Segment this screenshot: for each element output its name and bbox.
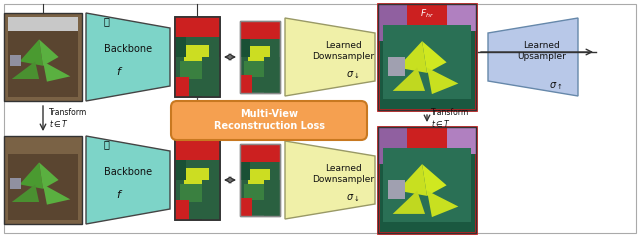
Polygon shape <box>12 184 39 202</box>
Bar <box>175 140 220 220</box>
Bar <box>383 148 471 222</box>
Bar <box>248 46 270 68</box>
Bar <box>240 21 280 93</box>
Text: $f$: $f$ <box>116 188 124 200</box>
Bar <box>179 184 202 202</box>
Bar <box>244 61 264 77</box>
Bar <box>240 21 280 39</box>
Bar <box>240 162 250 180</box>
Text: $f$: $f$ <box>116 65 124 77</box>
Bar <box>378 4 476 110</box>
Polygon shape <box>422 41 447 73</box>
Bar <box>202 180 220 220</box>
Polygon shape <box>39 39 59 66</box>
Bar <box>175 160 186 180</box>
Bar <box>175 200 189 220</box>
Bar <box>184 168 209 192</box>
Polygon shape <box>12 61 39 79</box>
Bar <box>378 4 476 110</box>
Bar <box>240 39 250 57</box>
Bar <box>175 77 189 97</box>
Bar <box>175 140 220 160</box>
Bar <box>383 25 471 99</box>
Polygon shape <box>397 41 427 73</box>
Text: Multi-View
Reconstruction Loss: Multi-View Reconstruction Loss <box>214 109 324 131</box>
Bar <box>264 57 280 93</box>
Polygon shape <box>39 162 59 189</box>
Polygon shape <box>422 164 447 196</box>
Text: $\sigma_{\downarrow}$: $\sigma_{\downarrow}$ <box>346 69 360 81</box>
Polygon shape <box>86 136 170 224</box>
Polygon shape <box>20 39 43 66</box>
Bar <box>175 37 186 57</box>
Bar <box>264 180 280 216</box>
Bar <box>240 198 252 216</box>
Text: Transform
$t \in T$: Transform $t \in T$ <box>49 108 87 129</box>
Bar <box>378 127 408 164</box>
Bar <box>8 17 78 31</box>
Bar <box>175 140 220 220</box>
Bar <box>175 17 220 37</box>
Bar <box>378 4 476 25</box>
Text: 🔒: 🔒 <box>103 16 109 26</box>
Polygon shape <box>285 141 375 219</box>
Polygon shape <box>397 164 427 196</box>
Bar <box>378 4 408 41</box>
Bar <box>240 75 252 93</box>
Bar <box>447 127 476 154</box>
Bar <box>175 17 220 97</box>
Polygon shape <box>86 13 170 101</box>
Bar <box>202 57 220 97</box>
Bar <box>447 4 476 31</box>
Polygon shape <box>393 68 425 91</box>
Text: $F_{hr}$: $F_{hr}$ <box>420 8 434 20</box>
Bar <box>4 13 82 101</box>
Bar <box>175 17 220 97</box>
Polygon shape <box>427 191 458 217</box>
Polygon shape <box>427 68 458 94</box>
FancyBboxPatch shape <box>171 101 367 140</box>
Polygon shape <box>43 184 70 205</box>
Text: $\sigma_{\uparrow}$: $\sigma_{\uparrow}$ <box>549 80 563 92</box>
Polygon shape <box>393 191 425 214</box>
Bar <box>240 144 280 162</box>
Bar <box>10 55 21 66</box>
Bar <box>388 57 406 76</box>
Bar <box>179 61 202 79</box>
Bar <box>184 45 209 69</box>
Bar <box>378 127 476 233</box>
Bar <box>240 144 280 216</box>
Bar <box>378 127 476 233</box>
Text: 🔒: 🔒 <box>103 139 109 149</box>
Text: Learned
Upsampler: Learned Upsampler <box>518 41 566 61</box>
Text: $\sigma_{\downarrow}$: $\sigma_{\downarrow}$ <box>346 192 360 204</box>
Bar <box>240 144 280 216</box>
Bar <box>378 127 476 148</box>
Text: Backbone: Backbone <box>104 167 152 177</box>
Polygon shape <box>20 162 43 189</box>
Polygon shape <box>285 18 375 96</box>
Text: Learned
Downsampler: Learned Downsampler <box>312 164 374 184</box>
Bar <box>240 21 280 93</box>
Polygon shape <box>488 18 578 96</box>
Text: Transform
$t \in T$: Transform $t \in T$ <box>431 108 469 129</box>
Bar <box>4 136 82 224</box>
Polygon shape <box>43 61 70 82</box>
Bar <box>10 178 21 189</box>
Text: Backbone: Backbone <box>104 44 152 54</box>
Bar <box>8 31 78 97</box>
Text: Learned
Downsampler: Learned Downsampler <box>312 41 374 61</box>
Bar <box>388 180 406 199</box>
Bar <box>244 184 264 200</box>
Bar <box>8 154 78 220</box>
Bar <box>248 169 270 191</box>
